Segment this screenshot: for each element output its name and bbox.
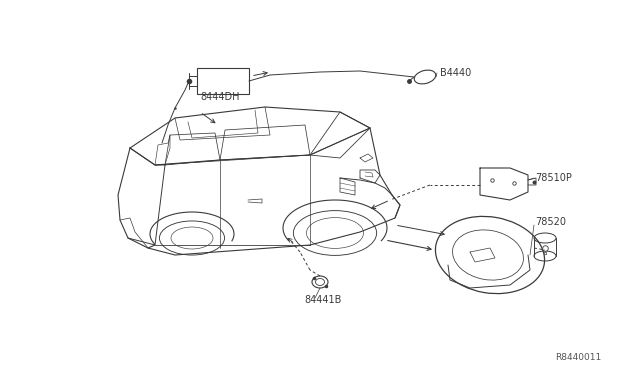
Text: B4440: B4440 — [440, 68, 471, 78]
FancyBboxPatch shape — [197, 68, 249, 94]
Text: 78510P: 78510P — [535, 173, 572, 183]
Text: 78520: 78520 — [535, 217, 566, 227]
Text: R8440011: R8440011 — [555, 353, 601, 362]
Text: 8444DH: 8444DH — [200, 92, 239, 102]
Text: 84441B: 84441B — [304, 295, 341, 305]
